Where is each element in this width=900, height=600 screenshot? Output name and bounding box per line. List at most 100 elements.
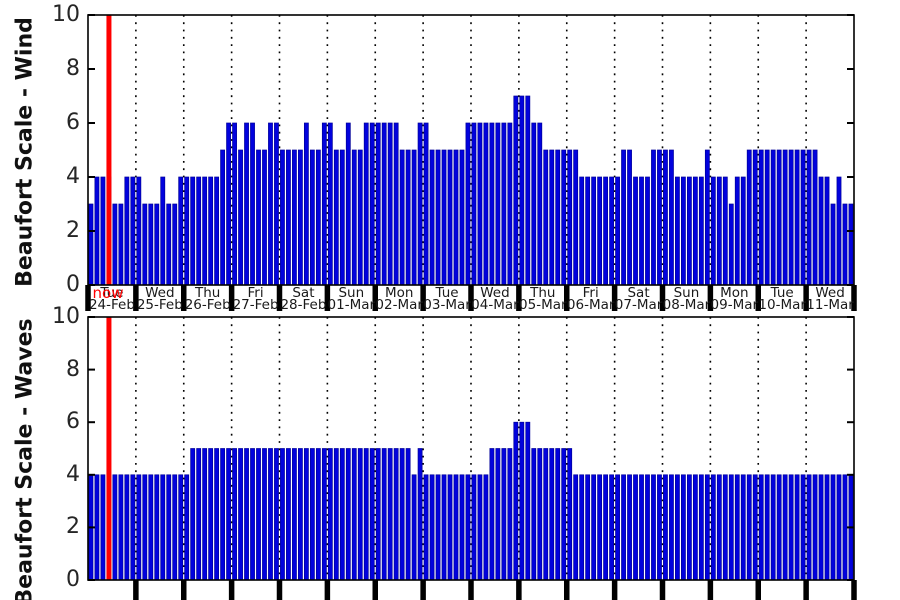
beaufort-bar — [118, 203, 124, 286]
beaufort-bar — [501, 122, 507, 286]
beaufort-bar — [657, 474, 662, 581]
beaufort-bar — [112, 474, 118, 581]
beaufort-bar — [190, 176, 196, 286]
beaufort-bar — [567, 149, 573, 286]
beaufort-bar — [752, 149, 758, 286]
beaufort-bar — [423, 122, 429, 286]
beaufort-bar — [232, 448, 237, 581]
beaufort-bar — [172, 474, 178, 581]
beaufort-bar — [776, 474, 782, 581]
beaufort-bar — [160, 474, 166, 581]
beaufort-bar — [345, 122, 351, 286]
beaufort-bar — [698, 176, 704, 286]
beaufort-bar — [369, 448, 375, 581]
beaufort-bar — [381, 122, 387, 286]
beaufort-bar — [549, 149, 555, 286]
beaufort-bar — [645, 176, 650, 286]
beaufort-bar — [148, 474, 154, 581]
beaufort-bar — [513, 421, 519, 581]
beaufort-bar — [321, 122, 327, 286]
beaufort-bar — [609, 474, 614, 581]
beaufort-bar — [573, 474, 579, 581]
beaufort-bar — [405, 149, 411, 286]
day-name-label: Tue — [770, 284, 794, 301]
day-name-label: Thu — [530, 284, 556, 301]
beaufort-bar — [303, 448, 309, 581]
beaufort-bar — [381, 448, 387, 581]
beaufort-bar — [166, 203, 172, 286]
beaufort-bar — [591, 176, 597, 286]
beaufort-bar — [651, 474, 656, 581]
beaufort-bar — [100, 176, 106, 286]
y-tick-label: 0 — [66, 272, 80, 297]
beaufort-bar — [818, 474, 824, 581]
beaufort-bar — [740, 176, 746, 286]
bottom-day-tick — [707, 580, 714, 600]
day-date-label: 08-Mar — [662, 297, 711, 313]
beaufort-bar — [238, 448, 243, 581]
beaufort-bar — [842, 474, 848, 581]
day-date-label: 27-Feb — [232, 297, 279, 313]
beaufort-bar — [681, 176, 686, 286]
day-name-label: Wed — [145, 284, 175, 301]
beaufort-bar — [591, 474, 597, 581]
bottom-day-tick — [420, 580, 426, 600]
waves-y-axis-label: Beaufort Scale - Waves — [12, 318, 38, 600]
day-name-label: Wed — [815, 284, 845, 301]
beaufort-bar — [345, 448, 351, 581]
y-tick-label: 4 — [66, 164, 80, 189]
beaufort-bar — [208, 176, 214, 286]
beaufort-bar — [704, 474, 710, 581]
beaufort-bar — [752, 474, 758, 581]
day-boundary-tick — [228, 285, 235, 311]
beaufort-bar — [519, 95, 525, 286]
beaufort-bar — [327, 122, 333, 286]
beaufort-bar — [88, 203, 94, 286]
y-tick-label: 8 — [66, 56, 80, 81]
beaufort-bar — [722, 474, 728, 581]
day-name-label: Fri — [247, 284, 264, 301]
beaufort-bar — [621, 474, 626, 581]
beaufort-bar — [495, 448, 501, 581]
beaufort-bar — [489, 448, 495, 581]
beaufort-bar — [597, 176, 603, 286]
beaufort-bar — [770, 474, 776, 581]
beaufort-bar — [321, 448, 327, 581]
day-boundary-tick — [516, 285, 522, 311]
beaufort-bar — [525, 421, 531, 581]
beaufort-bar — [734, 176, 740, 286]
beaufort-bar — [669, 149, 674, 286]
beaufort-bar — [262, 149, 267, 286]
beaufort-bar — [118, 474, 124, 581]
day-boundary-tick — [85, 285, 91, 311]
bottom-day-tick — [755, 580, 761, 600]
beaufort-bar — [429, 149, 435, 286]
beaufort-bar — [692, 176, 698, 286]
day-date-label: 06-Mar — [566, 297, 615, 313]
beaufort-bar — [423, 474, 429, 581]
day-name-label: Tue — [435, 284, 459, 301]
y-tick-label: 6 — [66, 409, 80, 435]
beaufort-bar — [585, 474, 591, 581]
beaufort-bar — [184, 176, 190, 286]
day-name-label: Wed — [480, 284, 510, 301]
day-date-label: 07-Mar — [614, 297, 663, 313]
day-name-label: Sun — [673, 284, 700, 301]
beaufort-bar — [633, 474, 638, 581]
beaufort-bar — [824, 176, 830, 286]
beaufort-bar — [327, 448, 333, 581]
bottom-day-tick — [181, 580, 187, 600]
beaufort-bar — [710, 474, 716, 581]
beaufort-bar — [94, 474, 100, 581]
beaufort-bar — [603, 176, 609, 286]
beaufort-bar — [579, 474, 585, 581]
day-boundary-tick — [707, 285, 714, 311]
beaufort-bar — [298, 149, 303, 286]
beaufort-bar — [363, 122, 369, 286]
y-tick-label: 4 — [66, 461, 80, 487]
beaufort-bar — [280, 149, 285, 286]
beaufort-bar — [309, 149, 315, 286]
beaufort-bar — [303, 122, 309, 286]
beaufort-bar — [615, 176, 620, 286]
bottom-day-tick — [659, 580, 666, 600]
